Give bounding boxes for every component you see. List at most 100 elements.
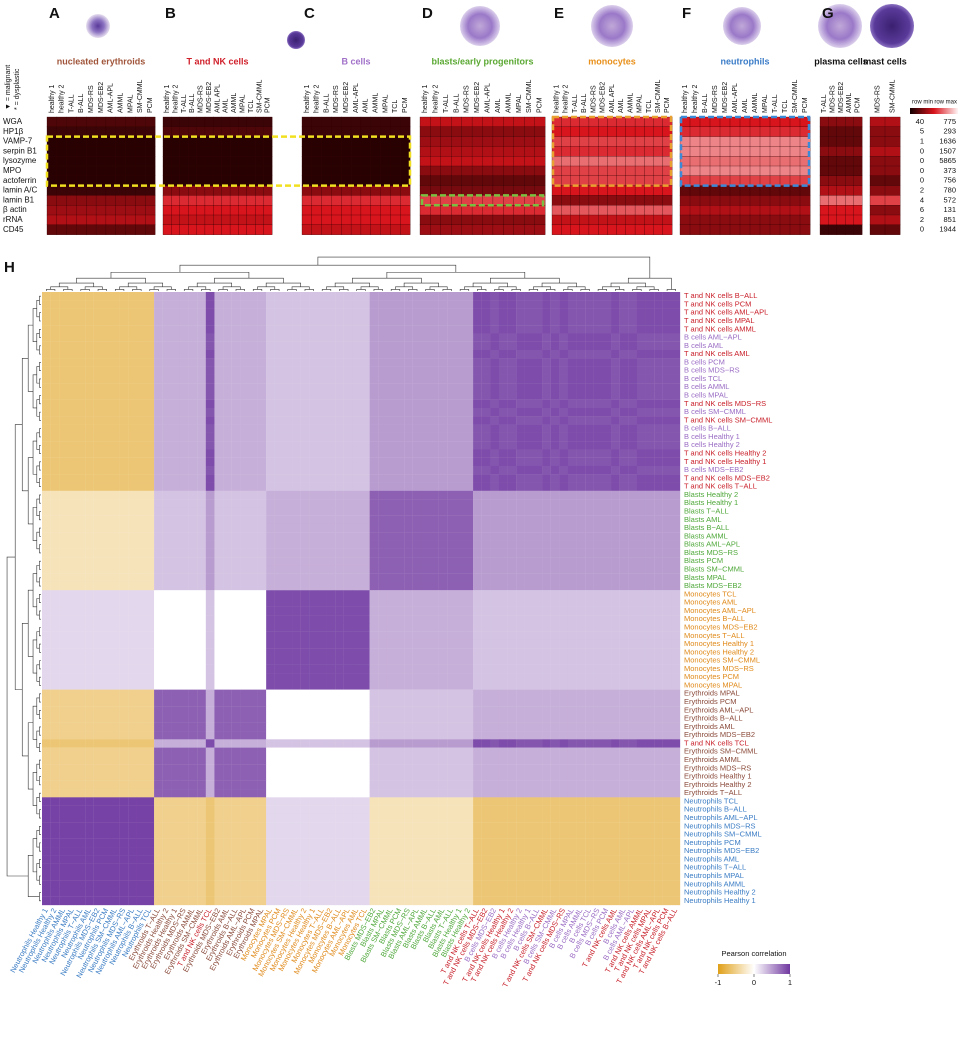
correlation-cell — [335, 565, 344, 573]
correlation-cell — [232, 309, 241, 317]
correlation-cell — [59, 706, 68, 714]
correlation-cell — [611, 673, 620, 681]
correlation-cell — [370, 367, 379, 375]
correlation-cell — [42, 532, 51, 540]
correlation-cell — [620, 342, 629, 350]
correlation-cell — [663, 690, 672, 698]
correlation-cell — [456, 507, 465, 515]
correlation-cell — [430, 507, 439, 515]
heatmap-cell — [312, 137, 322, 147]
correlation-cell — [120, 656, 129, 664]
row-min: 0 — [920, 156, 924, 165]
correlation-cell — [42, 433, 51, 441]
correlation-cell — [646, 623, 655, 631]
correlation-cell — [292, 375, 301, 383]
correlation-cell — [94, 358, 103, 366]
correlation-cell — [327, 690, 336, 698]
correlation-cell — [439, 714, 448, 722]
correlation-cell — [602, 408, 611, 416]
correlation-cell — [361, 590, 370, 598]
heatmap-cell — [607, 176, 616, 186]
correlation-cell — [94, 723, 103, 731]
correlation-cell — [145, 383, 154, 391]
heatmap-cell — [854, 166, 863, 176]
correlation-cell — [309, 690, 318, 698]
heatmap-cell — [635, 195, 644, 205]
correlation-cell — [378, 507, 387, 515]
correlation-cell — [490, 507, 499, 515]
correlation-cell — [111, 623, 120, 631]
correlation-cell — [76, 400, 85, 408]
correlation-cell — [663, 458, 672, 466]
heatmap-cell — [76, 186, 86, 196]
correlation-cell — [163, 483, 172, 491]
column-label: MDS-EB2 — [838, 82, 845, 113]
heatmap-cell — [171, 137, 180, 147]
correlation-cell — [301, 375, 310, 383]
row-max: 373 — [943, 166, 956, 175]
correlation-cell — [559, 665, 568, 673]
heatmap-cell — [854, 195, 863, 205]
correlation-cell — [551, 458, 560, 466]
correlation-cell — [413, 590, 422, 598]
correlation-cell — [327, 499, 336, 507]
column-label: TCL — [248, 100, 255, 113]
correlation-cell — [223, 565, 232, 573]
correlation-cell — [76, 690, 85, 698]
correlation-cell — [120, 565, 129, 573]
correlation-cell — [240, 599, 249, 607]
correlation-cell — [361, 317, 370, 325]
correlation-cell — [671, 375, 680, 383]
correlation-cell — [447, 648, 456, 656]
correlation-cell — [266, 615, 275, 623]
correlation-cell — [421, 557, 430, 565]
correlation-cell — [275, 408, 284, 416]
correlation-cell — [102, 499, 111, 507]
correlation-cell — [275, 632, 284, 640]
correlation-cell — [94, 483, 103, 491]
heatmap-cell — [493, 215, 504, 225]
correlation-cell — [111, 449, 120, 457]
correlation-cell — [137, 599, 146, 607]
heatmap-cell — [230, 215, 239, 225]
correlation-cell — [154, 574, 163, 582]
row-label: CD45 — [3, 225, 24, 234]
correlation-cell — [602, 673, 611, 681]
heatmap-cell — [400, 176, 410, 186]
correlation-cell — [189, 582, 198, 590]
correlation-cell — [577, 350, 586, 358]
correlation-cell — [59, 416, 68, 424]
correlation-cell — [214, 325, 223, 333]
heatmap-cell — [135, 166, 145, 176]
correlation-cell — [68, 532, 77, 540]
correlation-cell — [473, 300, 482, 308]
correlation-cell — [335, 632, 344, 640]
correlation-cell — [197, 491, 206, 499]
correlation-cell — [344, 516, 353, 524]
correlation-cell — [111, 665, 120, 673]
correlation-cell — [473, 367, 482, 375]
correlation-cell — [344, 350, 353, 358]
correlation-cell — [258, 524, 267, 532]
heatmap-cell — [322, 205, 332, 215]
correlation-cell — [413, 648, 422, 656]
correlation-cell — [309, 615, 318, 623]
correlation-cell — [145, 358, 154, 366]
heatmap-cell — [654, 156, 663, 166]
correlation-cell — [395, 698, 404, 706]
correlation-cell — [180, 375, 189, 383]
heatmap-cell — [381, 205, 391, 215]
correlation-cell — [111, 565, 120, 573]
correlation-cell — [464, 342, 473, 350]
correlation-cell — [42, 599, 51, 607]
correlation-cell — [671, 300, 680, 308]
correlation-cell — [258, 648, 267, 656]
correlation-cell — [163, 474, 172, 482]
correlation-cell — [344, 449, 353, 457]
correlation-cell — [318, 615, 327, 623]
correlation-cell — [585, 673, 594, 681]
correlation-cell — [663, 425, 672, 433]
correlation-cell — [430, 358, 439, 366]
correlation-cell — [671, 574, 680, 582]
heatmap-cell — [472, 156, 483, 166]
